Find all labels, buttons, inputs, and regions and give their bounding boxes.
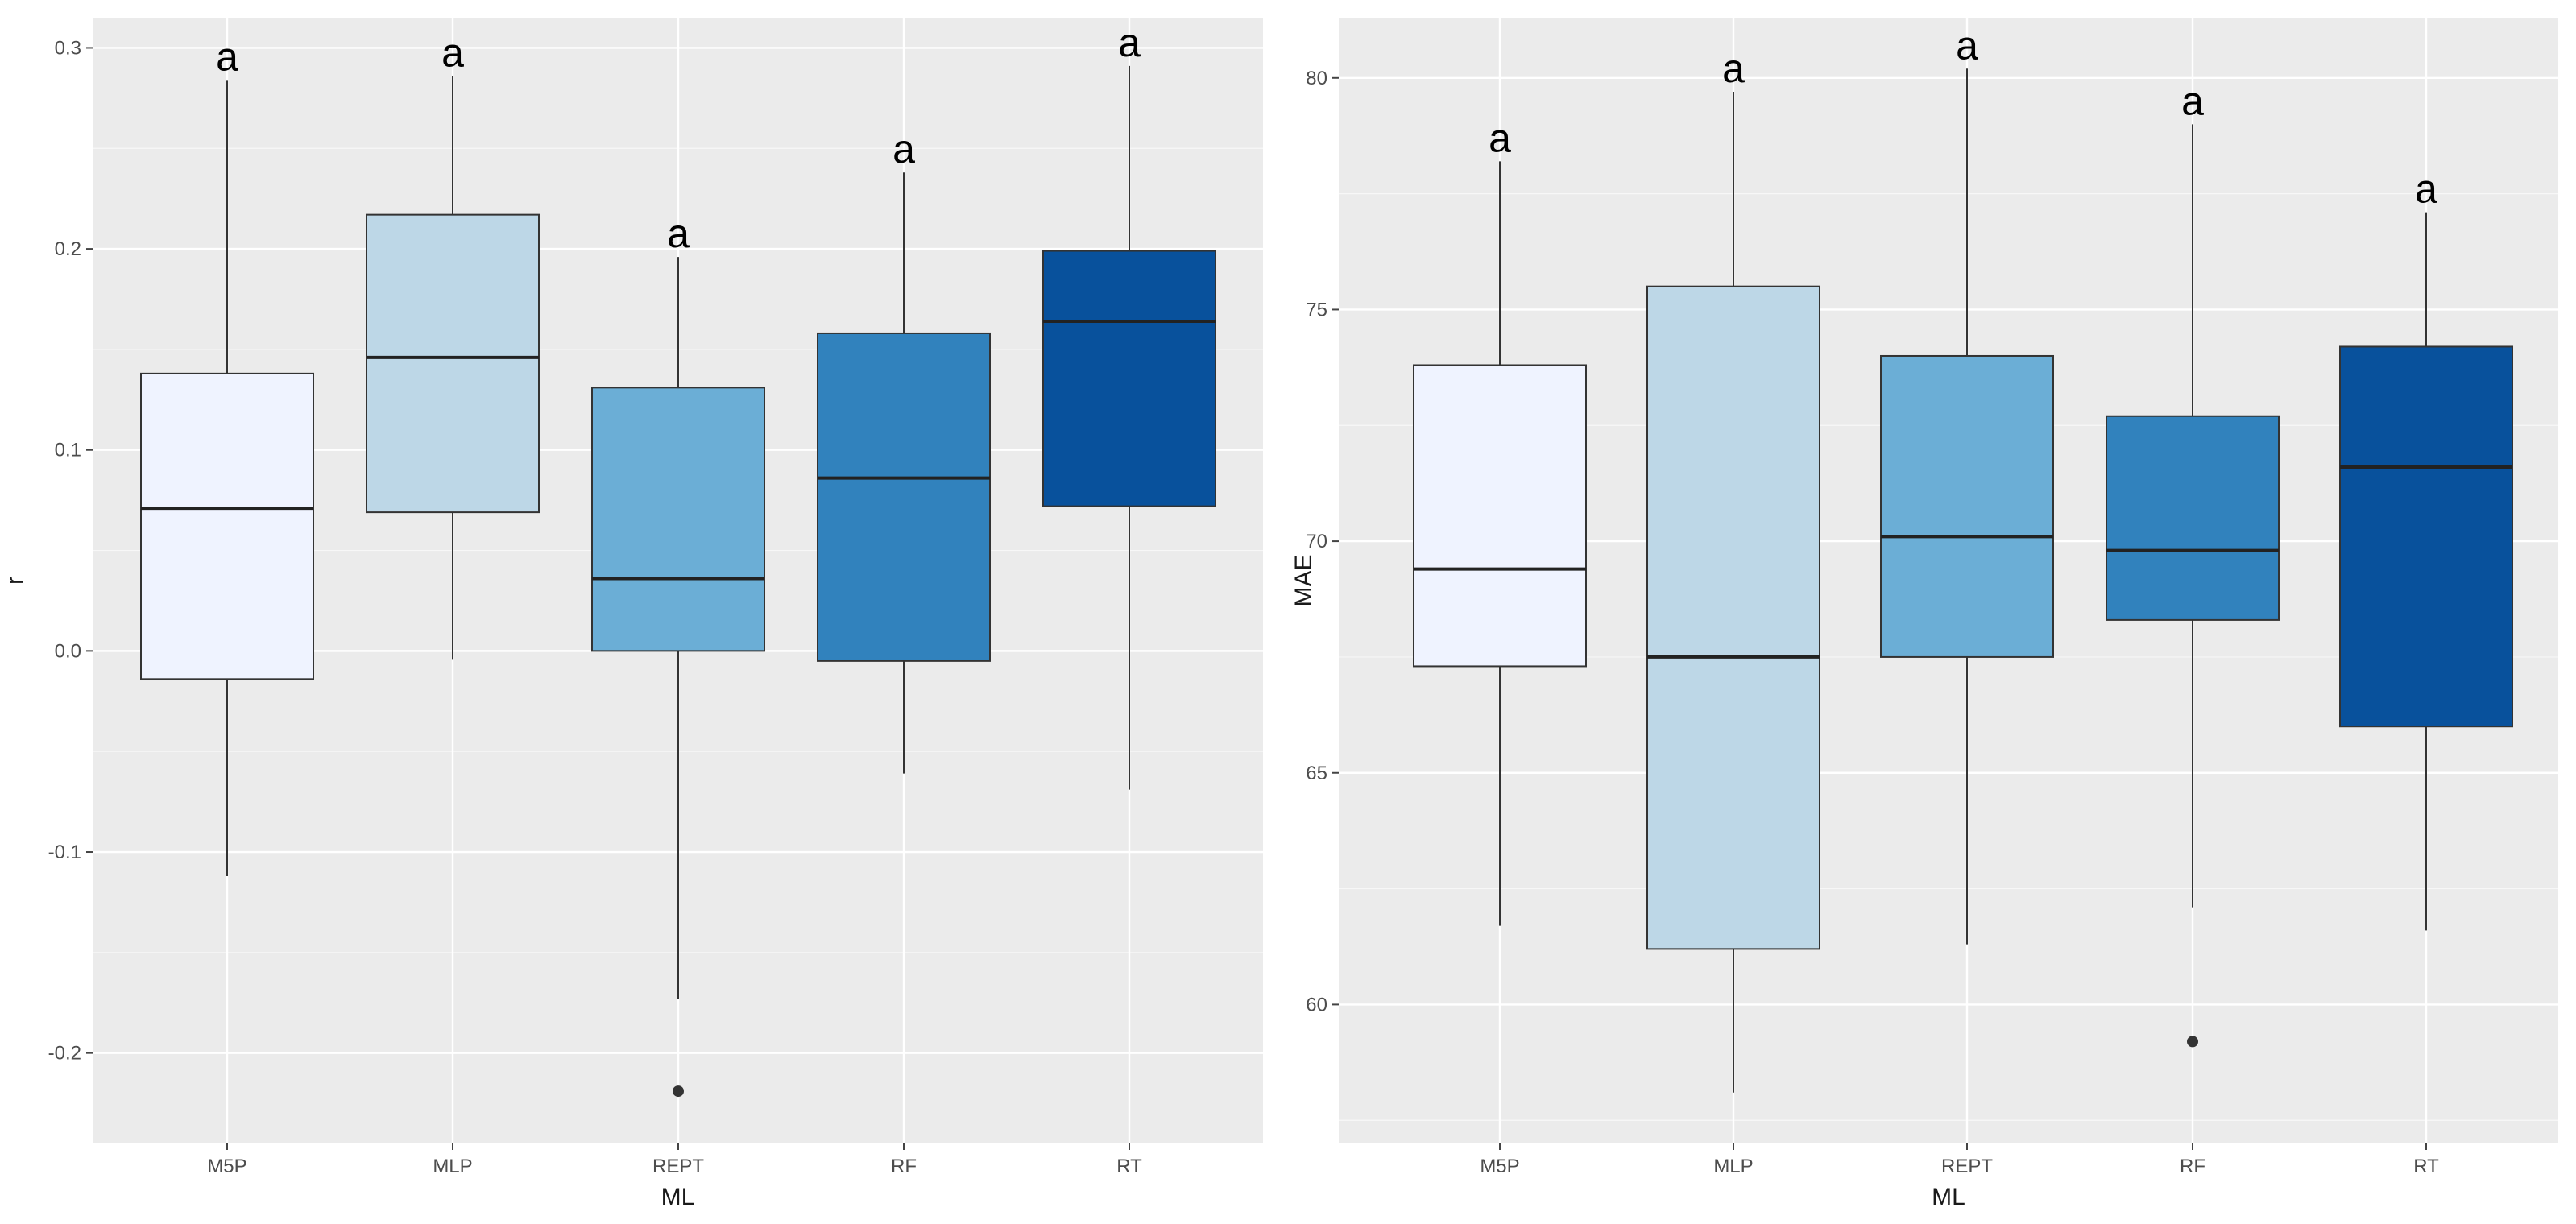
left-box-rf: a [817, 126, 991, 774]
right-y-axis-title: MAE [1290, 554, 1317, 606]
left-box-m5p: a [140, 34, 314, 876]
significance-letter: a [2415, 167, 2437, 212]
left-y-tick-label: 0.2 [55, 238, 81, 260]
left-y-tick-label: 0.1 [55, 440, 81, 461]
right-x-tick-label: MLP [1713, 1156, 1753, 1177]
left-x-axis-title: ML [661, 1184, 695, 1210]
right-x-tick-label: M5P [1480, 1156, 1519, 1177]
significance-letter: a [1489, 115, 1511, 160]
left-box-rept: a [591, 211, 765, 1098]
outlier-point [2187, 1036, 2198, 1048]
iqr-box [1042, 250, 1216, 507]
left-panel: -0.2 -0.1 0.0 0.1 0.2 0.3 a M5P a MLP a REPT a RF a RT M… [2, 18, 1263, 1210]
left-x-tick-label: MLP [433, 1156, 472, 1177]
right-box-rt: a [2339, 167, 2513, 931]
significance-letter: a [1118, 20, 1141, 65]
left-y-tick-label: 0.0 [55, 640, 81, 662]
left-x-tick-label: RT [1116, 1156, 1142, 1177]
iqr-box [1880, 354, 2054, 658]
iqr-box [1413, 364, 1587, 668]
right-y-tick-label: 60 [1306, 994, 1327, 1015]
iqr-box [2106, 415, 2280, 621]
significance-letter: a [441, 30, 464, 75]
significance-letter: a [216, 34, 238, 79]
significance-letter: a [1722, 46, 1745, 91]
iqr-box [2339, 345, 2513, 728]
iqr-box [140, 372, 314, 680]
left-y-tick-label: -0.2 [48, 1043, 81, 1065]
right-y-tick-label: 65 [1306, 763, 1327, 784]
iqr-box [366, 213, 540, 514]
significance-letter: a [667, 211, 690, 256]
significance-letter: a [892, 126, 915, 172]
left-x-tick-label: M5P [207, 1156, 246, 1177]
significance-letter: a [2181, 78, 2204, 123]
right-box-rf: a [2106, 78, 2280, 1048]
right-panel: 60 65 70 75 80 a M5P a MLP a REPT a RF a RT ML MAE [1290, 18, 2558, 1210]
right-box-mlp: a [1646, 46, 1820, 1093]
right-box-rept: a [1880, 23, 2054, 945]
iqr-box [1646, 285, 1820, 950]
right-x-tick-label: REPT [1941, 1156, 1993, 1177]
right-x-tick-label: RF [2180, 1156, 2205, 1177]
right-box-m5p: a [1413, 115, 1587, 926]
outlier-point [673, 1085, 684, 1098]
right-y-tick-label: 75 [1306, 299, 1327, 320]
left-box-rt: a [1042, 20, 1216, 790]
right-y-tick-label: 70 [1306, 531, 1327, 552]
left-y-tick-label: -0.1 [48, 842, 81, 863]
left-y-axis-title: r [2, 577, 28, 585]
left-x-tick-label: RF [891, 1156, 917, 1177]
right-x-tick-label: RT [2413, 1156, 2439, 1177]
significance-letter: a [1956, 23, 1978, 68]
iqr-box [591, 387, 765, 652]
right-y-tick-label: 80 [1306, 68, 1327, 89]
right-x-axis-title: ML [1932, 1184, 1965, 1210]
iqr-box [817, 332, 991, 662]
left-y-tick-label: 0.3 [55, 37, 81, 59]
left-x-tick-label: REPT [652, 1156, 704, 1177]
left-box-mlp: a [366, 30, 540, 660]
